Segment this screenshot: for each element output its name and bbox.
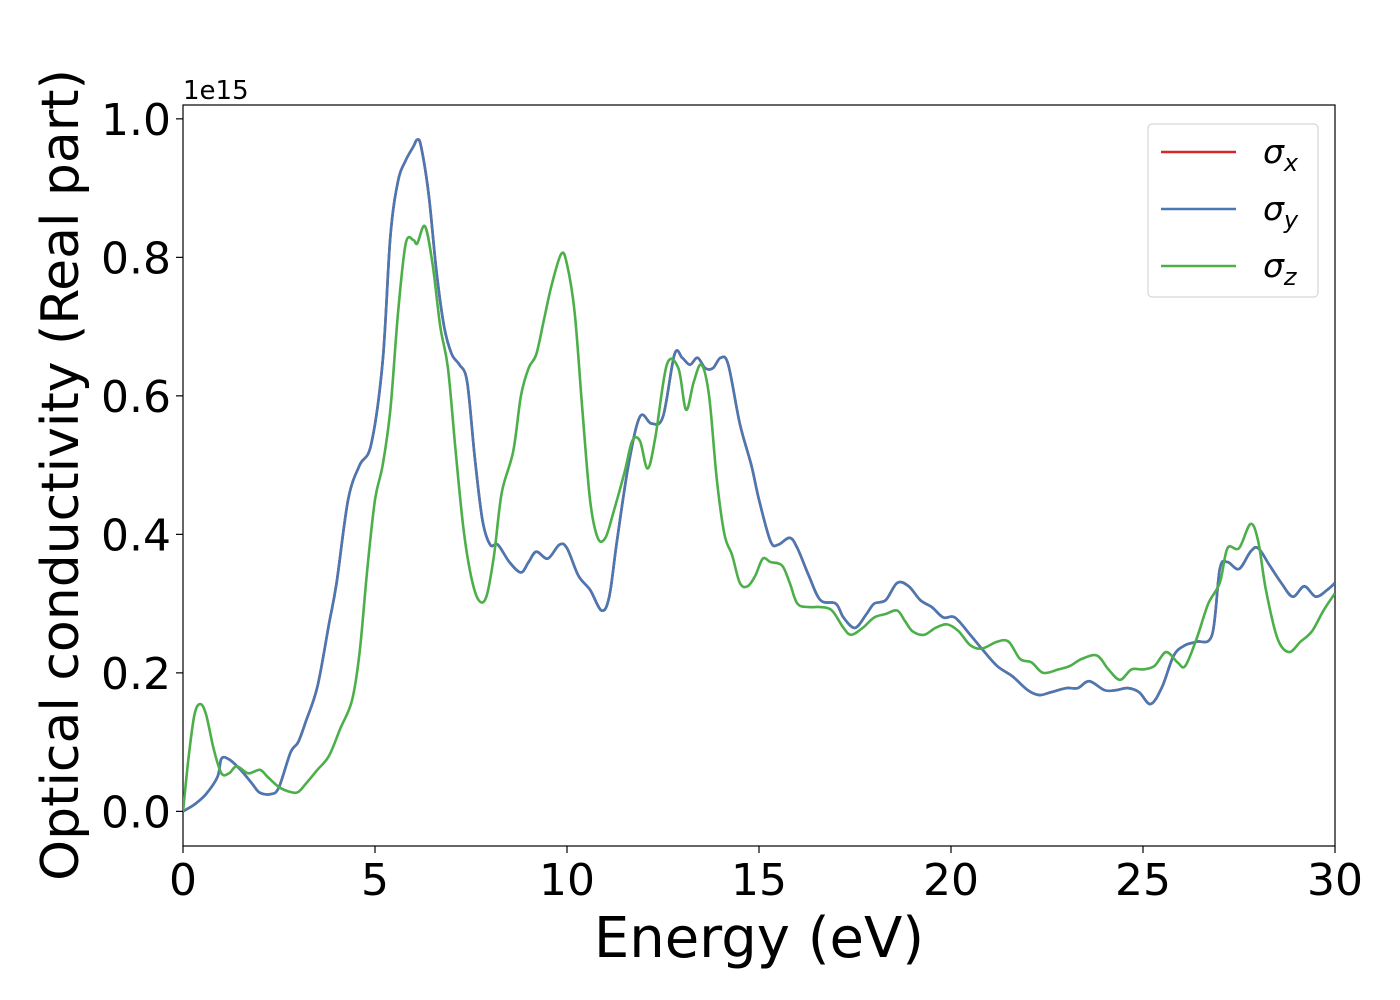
series-layer bbox=[183, 138, 1335, 813]
y-tick-label: 0.2 bbox=[101, 649, 171, 700]
plot-area bbox=[182, 104, 1336, 847]
x-axis: 0 5 10 15 20 25 30 bbox=[169, 846, 1363, 906]
y-offset-label: 1e15 bbox=[183, 76, 249, 106]
y-axis-label: Optical conductivity (Real part) bbox=[31, 69, 91, 881]
legend-label-z: σz bbox=[1263, 246, 1298, 291]
x-tick-label: 5 bbox=[361, 855, 389, 906]
x-tick-label: 30 bbox=[1307, 855, 1363, 906]
y-tick-label: 0.6 bbox=[101, 372, 171, 423]
x-tick-label: 10 bbox=[539, 855, 595, 906]
x-tick-label: 20 bbox=[923, 855, 979, 906]
x-axis-label: Energy (eV) bbox=[594, 906, 924, 971]
legend-frame bbox=[1147, 123, 1319, 298]
legend: σx σy σz bbox=[1147, 123, 1319, 298]
x-tick-label: 15 bbox=[731, 855, 787, 906]
y-tick-label: 0.0 bbox=[101, 787, 171, 838]
y-tick-label: 1.0 bbox=[101, 95, 171, 146]
y-tick-label: 0.4 bbox=[101, 510, 171, 561]
legend-label-y: σy bbox=[1263, 189, 1299, 234]
series-line-y bbox=[183, 138, 1335, 813]
x-tick-label: 25 bbox=[1115, 855, 1171, 906]
x-tick-label: 0 bbox=[169, 855, 197, 906]
series-line-z bbox=[183, 224, 1335, 812]
y-tick-label: 0.8 bbox=[101, 233, 171, 284]
legend-label-x: σx bbox=[1263, 132, 1299, 177]
y-axis: 0.0 0.2 0.4 0.6 0.8 1.0 bbox=[101, 95, 183, 838]
